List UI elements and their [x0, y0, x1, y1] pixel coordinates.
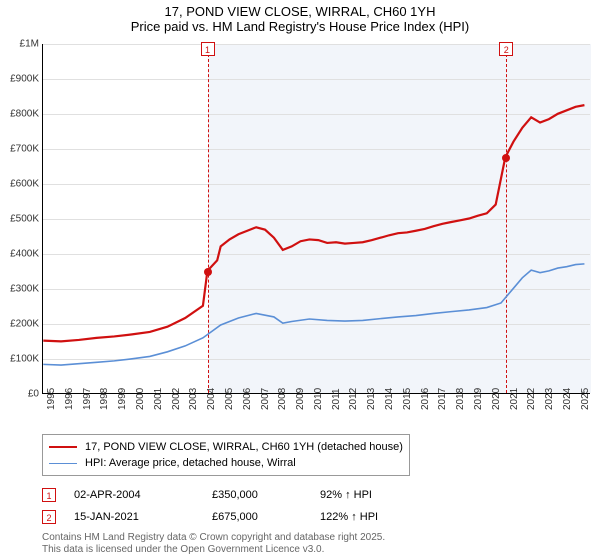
title-line2: Price paid vs. HM Land Registry's House … [0, 19, 600, 34]
legend-swatch [49, 463, 77, 464]
sale-marker: 2 [499, 42, 513, 56]
sales-row: 2 15-JAN-2021 £675,000 122% ↑ HPI [42, 506, 590, 528]
series-line [43, 105, 584, 341]
series-line [43, 264, 584, 365]
y-tick-label: £300K [1, 284, 39, 295]
footer-line2: This data is licensed under the Open Gov… [42, 544, 385, 556]
sales-marker: 1 [42, 488, 56, 502]
sales-date: 02-APR-2004 [74, 484, 194, 506]
legend-box: 17, POND VIEW CLOSE, WIRRAL, CH60 1YH (d… [42, 434, 410, 476]
sale-marker: 1 [201, 42, 215, 56]
sales-table: 1 02-APR-2004 £350,000 92% ↑ HPI 2 15-JAN-202… [42, 484, 590, 528]
sales-row: 1 02-APR-2004 £350,000 92% ↑ HPI [42, 484, 590, 506]
y-tick-label: £500K [1, 214, 39, 225]
sales-pct: 92% ↑ HPI [320, 484, 372, 506]
sales-pct: 122% ↑ HPI [320, 506, 378, 528]
title-line1: 17, POND VIEW CLOSE, WIRRAL, CH60 1YH [0, 4, 600, 19]
sale-dot [502, 154, 510, 162]
legend-item: HPI: Average price, detached house, Wirr… [49, 455, 403, 471]
y-tick-label: £0 [1, 389, 39, 400]
y-tick-label: £200K [1, 319, 39, 330]
footer-line1: Contains HM Land Registry data © Crown c… [42, 532, 385, 544]
legend-label: 17, POND VIEW CLOSE, WIRRAL, CH60 1YH (d… [85, 439, 403, 455]
y-tick-label: £600K [1, 179, 39, 190]
legend-item: 17, POND VIEW CLOSE, WIRRAL, CH60 1YH (d… [49, 439, 403, 455]
y-tick-label: £800K [1, 109, 39, 120]
chart-title: 17, POND VIEW CLOSE, WIRRAL, CH60 1YH Pr… [0, 0, 600, 36]
sales-marker: 2 [42, 510, 56, 524]
y-tick-label: £100K [1, 354, 39, 365]
legend-label: HPI: Average price, detached house, Wirr… [85, 455, 296, 471]
legend-area: 17, POND VIEW CLOSE, WIRRAL, CH60 1YH (d… [42, 434, 590, 528]
sales-date: 15-JAN-2021 [74, 506, 194, 528]
y-tick-label: £900K [1, 74, 39, 85]
sales-price: £350,000 [212, 484, 302, 506]
sale-dot [204, 268, 212, 276]
chart-plot-area: £0£100K£200K£300K£400K£500K£600K£700K£80… [42, 44, 590, 394]
sales-price: £675,000 [212, 506, 302, 528]
y-tick-label: £700K [1, 144, 39, 155]
y-tick-label: £1M [1, 39, 39, 50]
legend-swatch [49, 446, 77, 448]
line-series-svg [43, 44, 590, 393]
y-tick-label: £400K [1, 249, 39, 260]
footer-attribution: Contains HM Land Registry data © Crown c… [42, 532, 385, 556]
